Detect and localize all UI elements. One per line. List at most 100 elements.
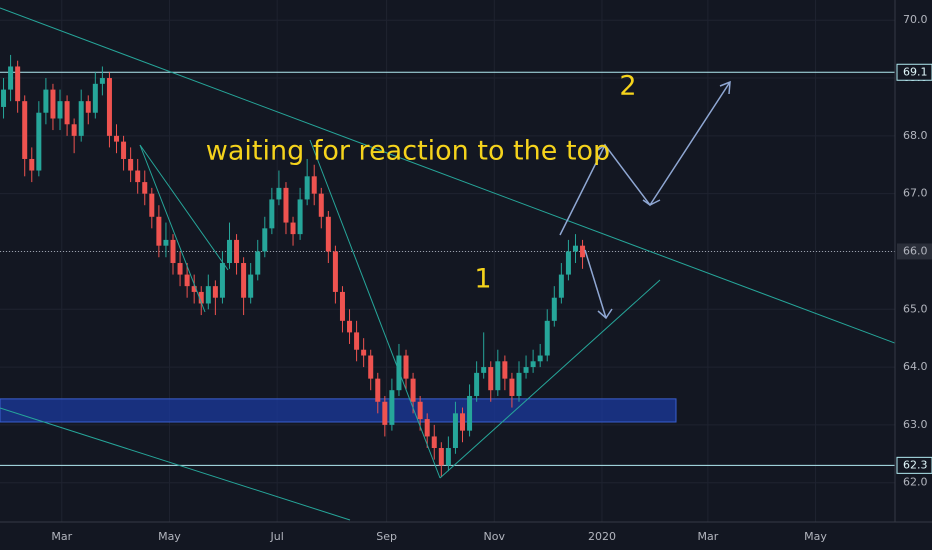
trend-line xyxy=(439,279,661,479)
trend-line xyxy=(0,407,351,521)
x-tick-label: 2020 xyxy=(588,530,616,543)
zone-layer xyxy=(0,398,677,423)
candle-body xyxy=(424,419,430,437)
candle-body xyxy=(396,355,402,391)
candle-body xyxy=(92,83,98,113)
y-tick-label: 63.0 xyxy=(903,418,928,431)
projection-arrow xyxy=(584,249,607,319)
candle-body xyxy=(262,228,268,252)
last-price-badge xyxy=(897,243,932,260)
candle-body xyxy=(255,251,261,275)
candle-body xyxy=(516,372,522,396)
candle-body xyxy=(488,367,494,391)
candle-body xyxy=(8,66,14,90)
candle-body xyxy=(276,187,282,200)
candle-body xyxy=(467,395,473,431)
level-badge xyxy=(896,63,932,81)
grid xyxy=(0,0,895,522)
candle-body xyxy=(142,182,148,194)
y-tick-label: 62.0 xyxy=(903,476,928,489)
candle-body xyxy=(128,158,134,171)
candle-body xyxy=(502,361,508,379)
candle-body xyxy=(156,216,162,246)
candle-body xyxy=(248,274,254,298)
y-tick-label: 70.0 xyxy=(903,13,928,26)
candle-body xyxy=(361,349,367,356)
candle-body xyxy=(71,124,77,136)
candle-body xyxy=(283,187,289,223)
candle-body xyxy=(368,355,374,379)
candle-body xyxy=(311,176,317,194)
candle-body xyxy=(170,239,176,264)
candle-body xyxy=(452,413,458,449)
candle-body xyxy=(530,361,536,368)
x-tick-label: Sep xyxy=(376,530,397,543)
candle-body xyxy=(85,101,91,113)
level-label: 69.1 xyxy=(903,65,928,78)
level-badge xyxy=(896,456,932,474)
candle-body xyxy=(474,372,480,396)
candle-body xyxy=(431,436,437,449)
candle-body xyxy=(121,141,127,159)
candle-body xyxy=(544,320,550,356)
candle-body xyxy=(50,89,56,119)
candle-body xyxy=(163,239,169,246)
candle-body xyxy=(565,251,571,275)
candle-body xyxy=(212,286,218,298)
candle-body xyxy=(226,239,232,264)
last-price-label: 66.0 xyxy=(903,244,928,257)
x-tick-label: May xyxy=(158,530,181,543)
y-tick-label: 68.0 xyxy=(903,129,928,142)
level-label: 62.3 xyxy=(903,458,928,471)
x-tick-label: May xyxy=(804,530,827,543)
candle-body xyxy=(332,251,338,292)
candles xyxy=(1,54,586,477)
candle-body xyxy=(78,101,84,136)
candle-body xyxy=(149,193,155,217)
candle-body xyxy=(290,222,296,235)
x-tick-label: Mar xyxy=(51,530,72,543)
candle-body xyxy=(537,355,543,362)
candle-body xyxy=(558,274,564,298)
candle-body xyxy=(106,78,112,136)
axes: 62.063.064.065.066.067.068.069.070.0MarM… xyxy=(51,13,932,543)
candle-body xyxy=(15,66,21,102)
candle-body xyxy=(177,263,183,275)
candle-body xyxy=(389,390,395,425)
trend-line xyxy=(139,144,229,271)
candle-body xyxy=(219,263,225,298)
arrow-head xyxy=(642,199,661,206)
candle-body xyxy=(509,378,515,396)
candle-body xyxy=(198,291,204,304)
x-tick-label: Nov xyxy=(484,530,506,543)
x-tick-label: Jul xyxy=(270,530,284,543)
y-tick-label: 64.0 xyxy=(903,360,928,373)
candle-body xyxy=(354,332,360,350)
candle-body xyxy=(339,291,345,321)
y-tick-label: 67.0 xyxy=(903,187,928,200)
projection-arrow xyxy=(559,81,731,236)
candle-body xyxy=(460,413,466,431)
candle-body xyxy=(445,448,451,466)
candle-body xyxy=(297,199,303,235)
candle-body xyxy=(438,448,444,466)
arrow-head xyxy=(597,143,608,157)
candle-body xyxy=(481,367,487,373)
candle-body xyxy=(22,101,28,159)
annotation: 1 xyxy=(474,264,491,295)
annotation: waiting for reaction to the top xyxy=(206,136,610,167)
candle-body xyxy=(57,101,63,119)
candle-body xyxy=(382,401,388,425)
support-zone xyxy=(0,398,677,423)
candle-body xyxy=(375,378,381,402)
candle-body xyxy=(325,216,331,252)
trend-line xyxy=(0,7,932,358)
annotation: 2 xyxy=(619,71,636,102)
candle-body xyxy=(417,401,423,420)
candle-body xyxy=(64,101,70,125)
x-tick-label: Mar xyxy=(697,530,718,543)
candle-body xyxy=(191,286,197,292)
candle-body xyxy=(114,135,120,142)
